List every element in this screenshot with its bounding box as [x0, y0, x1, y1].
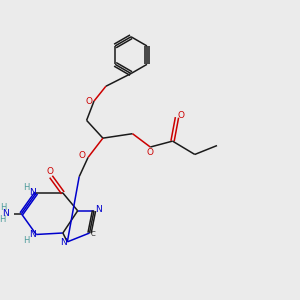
Text: O: O — [178, 111, 185, 120]
Text: O: O — [79, 152, 86, 160]
Text: O: O — [85, 97, 92, 106]
Text: N: N — [60, 238, 67, 247]
Text: O: O — [46, 167, 53, 176]
Text: H: H — [0, 203, 7, 212]
Text: N: N — [95, 205, 102, 214]
Text: H: H — [23, 236, 30, 245]
Text: O: O — [147, 148, 154, 157]
Text: N: N — [29, 188, 36, 197]
Text: H: H — [0, 215, 5, 224]
Text: H: H — [23, 183, 30, 192]
Text: N: N — [29, 230, 36, 239]
Text: N: N — [2, 209, 8, 218]
Text: C: C — [90, 232, 95, 238]
